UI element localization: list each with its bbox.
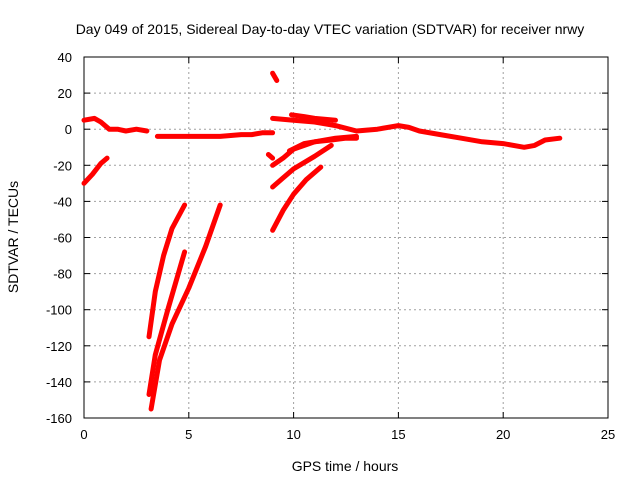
x-tick-label: 25 [601, 427, 615, 442]
series-arc-14 [289, 112, 338, 123]
series-arc-5 [146, 249, 188, 397]
series-arc-12 [286, 135, 359, 154]
chart-title: Day 049 of 2015, Sidereal Day-to-day VTE… [76, 21, 585, 37]
y-tick-label: -120 [46, 339, 72, 354]
x-tick-label: 0 [80, 427, 87, 442]
data-series [81, 70, 563, 412]
series-arc-4 [146, 202, 188, 340]
series-arc-8 [265, 152, 276, 161]
y-tick-label: 20 [58, 86, 72, 101]
y-tick-label: -20 [53, 158, 72, 173]
y-tick-label: 40 [58, 50, 72, 65]
grid [84, 57, 608, 418]
x-tick-label: 5 [185, 427, 192, 442]
x-axis-label: GPS time / hours [292, 458, 399, 474]
y-tick-label: 0 [65, 122, 72, 137]
series-arc-13 [270, 115, 563, 150]
x-tick-label: 15 [391, 427, 405, 442]
series-arc-11 [270, 164, 324, 233]
y-tick-label: -60 [53, 231, 72, 246]
y-tick-label: -140 [46, 375, 72, 390]
series-arc-6 [148, 202, 223, 412]
y-tick-label: -80 [53, 267, 72, 282]
plot-frame [83, 56, 609, 419]
y-tick-label: -100 [46, 303, 72, 318]
series-arc-3 [154, 130, 276, 139]
x-tick-label: 20 [496, 427, 510, 442]
x-tick-label: 10 [286, 427, 300, 442]
series-arc-10 [270, 142, 334, 190]
y-axis-label: SDTVAR / TECUs [5, 181, 21, 293]
axis-ticks: 0 5 10 15 20 25 40 20 0 -20 -40 -60 -80 -100 -120 -140 -… [46, 50, 615, 442]
series-arc-2 [81, 115, 150, 134]
y-tick-label: -160 [46, 411, 72, 426]
series-arc-1 [81, 155, 110, 186]
y-tick-label: -40 [53, 194, 72, 209]
series-arc-7 [270, 70, 280, 83]
